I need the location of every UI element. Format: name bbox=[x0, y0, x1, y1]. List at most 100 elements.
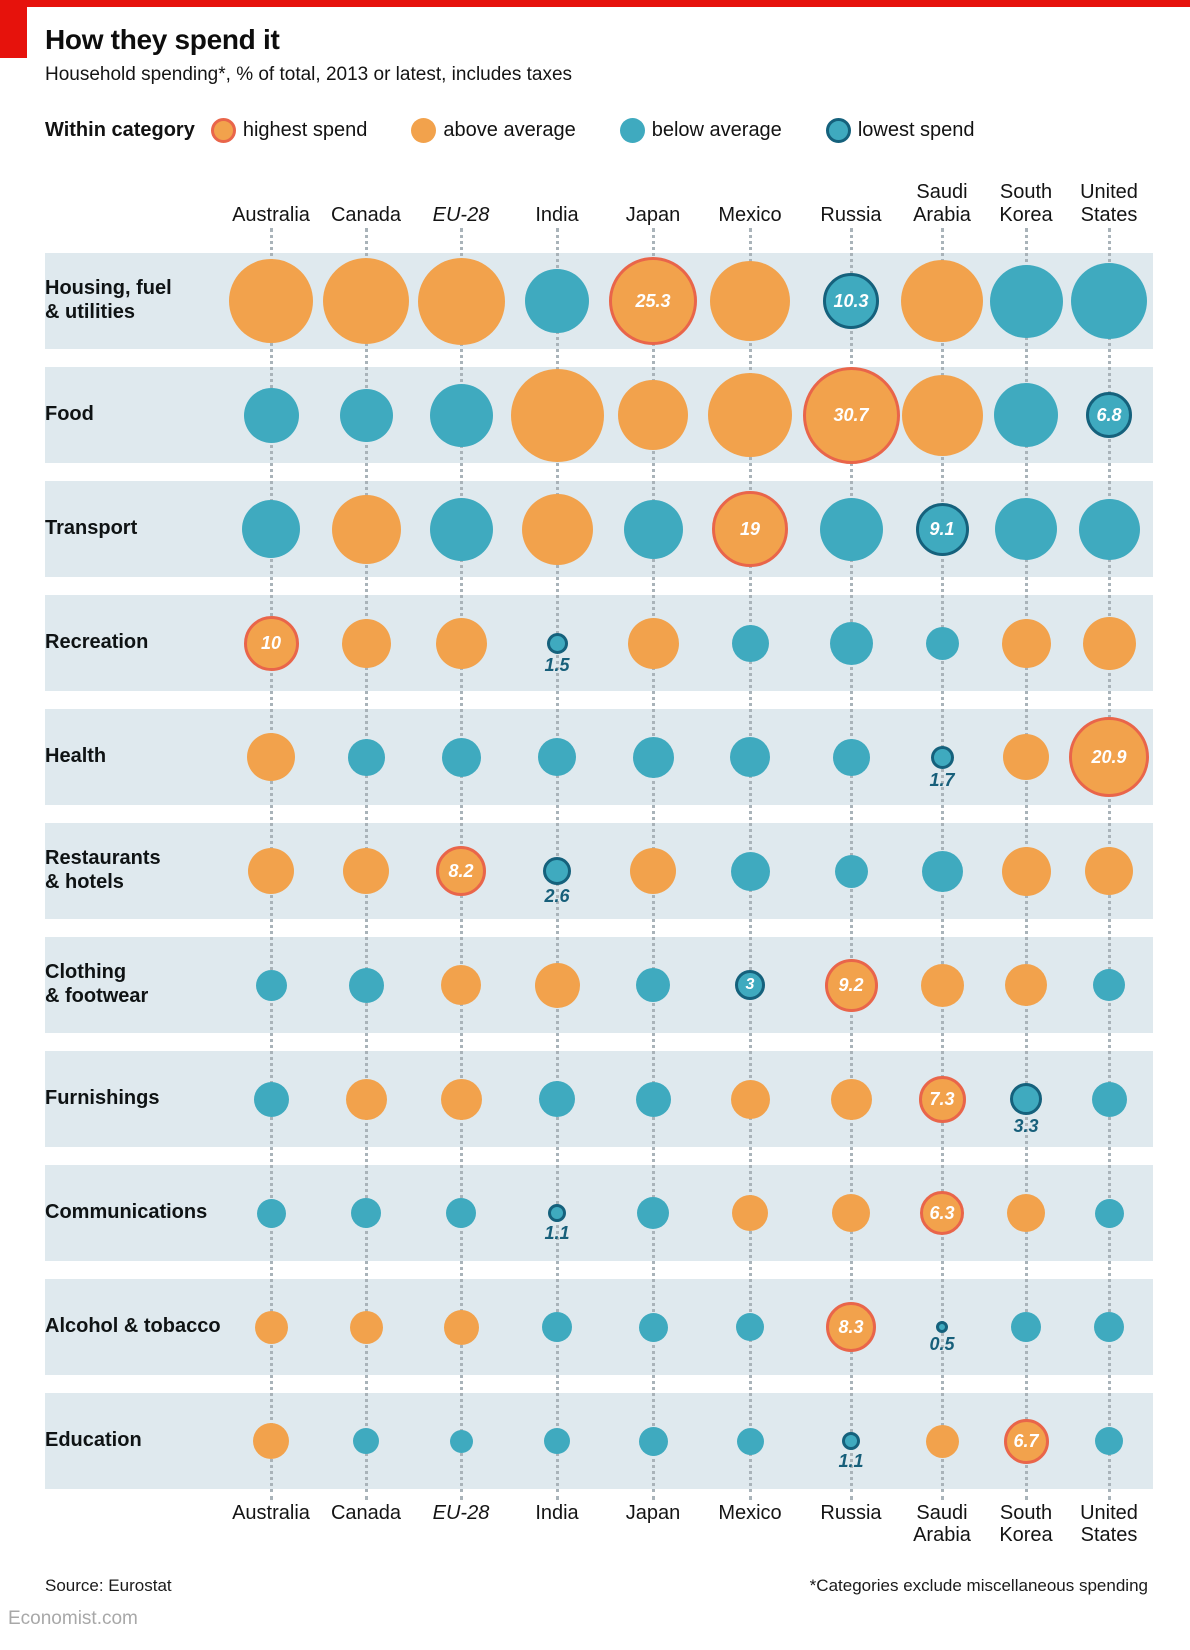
legend-item-label: below average bbox=[651, 119, 782, 141]
bubble bbox=[635, 1081, 671, 1117]
bubble bbox=[441, 737, 481, 777]
bubble bbox=[521, 493, 593, 565]
bubble bbox=[921, 850, 963, 892]
bubble bbox=[353, 1428, 379, 1454]
bubble bbox=[636, 968, 670, 1002]
highest-spend-dot-icon bbox=[210, 118, 236, 143]
bubble bbox=[627, 617, 679, 669]
bubble bbox=[446, 1198, 476, 1228]
bubble bbox=[341, 618, 391, 668]
bubble bbox=[510, 368, 604, 462]
source-text: Source: Eurostat bbox=[45, 1576, 172, 1595]
column-header-united-states: United States bbox=[1080, 181, 1138, 226]
bubble bbox=[1094, 1198, 1124, 1228]
bubble bbox=[830, 1078, 872, 1120]
bubble bbox=[1078, 498, 1140, 560]
column-header-russia: Russia bbox=[820, 203, 882, 226]
bubble-value-label: 8.3 bbox=[838, 1316, 864, 1337]
bubble bbox=[732, 1195, 768, 1231]
bubble bbox=[829, 621, 873, 665]
bubble: 25.3 bbox=[609, 257, 697, 345]
bubble bbox=[1094, 1312, 1124, 1342]
bubble bbox=[1085, 847, 1133, 895]
legend-item-label: above average bbox=[443, 119, 576, 141]
bubble bbox=[730, 851, 770, 891]
bubble bbox=[253, 1081, 289, 1117]
bubble bbox=[544, 1428, 570, 1454]
top-red-rule bbox=[0, 0, 1190, 7]
below-average-dot-icon bbox=[619, 118, 645, 143]
bubble bbox=[253, 1423, 289, 1459]
bubble bbox=[708, 373, 792, 457]
economist-red-tab bbox=[0, 7, 27, 58]
column-header-south-korea: South Korea bbox=[999, 1502, 1053, 1547]
bubble bbox=[242, 500, 300, 558]
column-header-australia: Australia bbox=[232, 1502, 310, 1524]
column-header-australia: Australia bbox=[232, 203, 310, 226]
bubble bbox=[1091, 1081, 1127, 1117]
bubble bbox=[842, 1432, 860, 1450]
bubble: 3 bbox=[735, 970, 765, 1000]
bubble bbox=[538, 738, 576, 776]
bubble: 30.7 bbox=[802, 366, 900, 464]
legend-title: Within category bbox=[45, 119, 195, 141]
legend-item-above: above average bbox=[411, 118, 576, 143]
row-label: Restaurants & hotels bbox=[45, 847, 161, 893]
bubble bbox=[1011, 1312, 1041, 1342]
row-label: Alcohol & tobacco bbox=[45, 1315, 221, 1338]
bubble bbox=[925, 626, 959, 660]
bubble bbox=[819, 497, 883, 561]
column-header-eu-28: EU-28 bbox=[432, 203, 490, 226]
bubble bbox=[1095, 1427, 1123, 1455]
bubble-value-label: 1.1 bbox=[544, 1223, 570, 1243]
bubble bbox=[347, 738, 385, 776]
bubble-value-label: 8.2 bbox=[448, 860, 474, 881]
category-band bbox=[45, 1393, 1153, 1489]
bubble bbox=[1093, 969, 1125, 1001]
bubble: 20.9 bbox=[1069, 717, 1149, 797]
category-band bbox=[45, 823, 1153, 919]
column-header-japan: Japan bbox=[625, 1502, 681, 1524]
bubble bbox=[1001, 618, 1051, 668]
legend-item-label: highest spend bbox=[242, 119, 368, 141]
bubble bbox=[441, 965, 481, 1005]
page-subtitle: Household spending*, % of total, 2013 or… bbox=[45, 64, 573, 85]
bubble bbox=[632, 736, 674, 778]
bubble bbox=[345, 1078, 387, 1120]
bubble-value-label: 0.5 bbox=[929, 1334, 955, 1354]
page-title: How they spend it bbox=[45, 24, 280, 55]
bubble-value-label: 20.9 bbox=[1091, 746, 1127, 767]
bubble bbox=[248, 848, 294, 894]
row-label: Housing, fuel & utilities bbox=[45, 277, 172, 323]
bubble bbox=[546, 632, 568, 654]
bubble bbox=[243, 387, 299, 443]
bubble: 7.3 bbox=[918, 1075, 966, 1123]
column-header-canada: Canada bbox=[330, 203, 402, 226]
bubble: 8.2 bbox=[436, 846, 486, 896]
bubble-value-label: 9.1 bbox=[929, 518, 955, 539]
bubble bbox=[730, 1079, 770, 1119]
bubble bbox=[351, 1198, 381, 1228]
category-band bbox=[45, 1279, 1153, 1375]
bubble: 10.3 bbox=[823, 273, 879, 329]
bubble-value-label: 3.3 bbox=[1013, 1116, 1039, 1136]
bubble bbox=[731, 624, 769, 662]
bubble bbox=[443, 1309, 479, 1345]
bubble: 9.1 bbox=[915, 502, 969, 556]
bubble-value-label: 1.1 bbox=[838, 1451, 864, 1471]
bubble bbox=[256, 1198, 286, 1228]
bubble-value-label: 3 bbox=[745, 976, 755, 993]
bubble-value-label: 6.3 bbox=[929, 1202, 955, 1223]
column-header-canada: Canada bbox=[330, 1502, 402, 1524]
bubble-value-label: 6.8 bbox=[1096, 404, 1122, 425]
bubble bbox=[936, 1321, 948, 1333]
row-label: Communications bbox=[45, 1201, 208, 1224]
row-label: Food bbox=[45, 403, 94, 426]
bubble bbox=[247, 733, 295, 781]
column-header-mexico: Mexico bbox=[718, 1502, 782, 1524]
category-band bbox=[45, 937, 1153, 1033]
column-header-saudi-arabia: Saudi Arabia bbox=[913, 1502, 971, 1547]
bubble bbox=[925, 1424, 959, 1458]
bubble bbox=[255, 969, 287, 1001]
column-header-russia: Russia bbox=[820, 1502, 882, 1524]
